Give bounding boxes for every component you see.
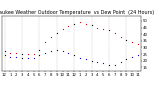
Title: Milwaukee Weather Outdoor Temperature  vs Dew Point  (24 Hours): Milwaukee Weather Outdoor Temperature vs… (0, 10, 154, 15)
